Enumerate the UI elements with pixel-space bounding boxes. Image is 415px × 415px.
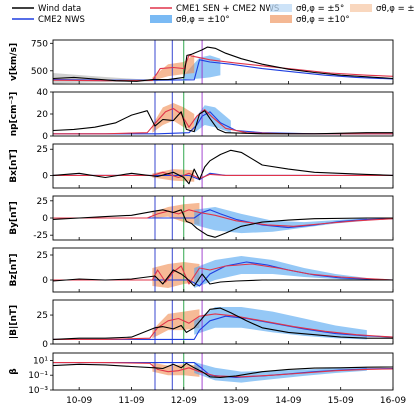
combined-series-line	[53, 209, 393, 227]
combined-series-line	[53, 54, 393, 82]
y-tick-label: 20	[37, 110, 49, 120]
cme2-series-line	[53, 261, 393, 287]
y-axis-label: β	[9, 368, 19, 375]
x-tick-label: 12-09	[171, 396, 197, 406]
y-axis-label: By[nT]	[9, 201, 19, 235]
combined-series-line	[53, 362, 393, 378]
y-tick-label: 40	[37, 88, 49, 98]
y-tick-label: -25	[33, 231, 48, 241]
plot-area	[53, 248, 393, 292]
plot-area	[53, 92, 393, 136]
uncertainty-band	[152, 202, 200, 225]
y-tick-label: 25	[37, 251, 48, 261]
x-tick-label: 14-09	[275, 396, 301, 406]
legend-label: Wind data	[38, 4, 81, 14]
legend-label: σθ,φ = ±5°	[296, 4, 344, 14]
y-tick-label: 0	[42, 132, 48, 142]
legend-label: σθ,φ = ±10°	[176, 15, 230, 25]
panel-frame	[52, 39, 394, 85]
wind-data-line	[53, 362, 393, 378]
panels: 500 750 v[km/s] 0 20 40 np[cm⁻³] 0 25 Bx[nT] -25 0 2…	[9, 39, 394, 396]
x-tick-label: 10-09	[66, 396, 92, 406]
uncertainty-band	[152, 362, 200, 377]
wind-data-line	[53, 110, 393, 135]
x-tick-label: 16-09	[380, 396, 406, 406]
y-tick-label: 10⁻¹	[28, 371, 48, 381]
legend-swatch	[270, 4, 292, 12]
y-tick-label: 10¹	[33, 356, 48, 366]
plot-area	[53, 353, 393, 390]
legend-swatch	[350, 4, 372, 12]
panel-frame	[52, 247, 394, 293]
y-tick-label: 0	[42, 171, 48, 181]
combined-series-line	[53, 313, 393, 340]
y-tick-label: 0	[42, 276, 48, 286]
panel: 0 20 40 np[cm⁻³]	[9, 88, 394, 142]
uncertainty-band	[194, 207, 367, 234]
legend-label: CME1 SEN + CME2 NWS	[176, 4, 279, 14]
x-axis: 10-09 11-09 12-09 13-09 14-09 15-09 16-09	[66, 396, 406, 406]
panel: 0 25 |B|[nT]	[9, 299, 394, 350]
combined-series-line	[53, 107, 393, 135]
wind-data-line	[53, 149, 393, 185]
uncertainty-band	[152, 309, 200, 339]
y-tick-label: 0	[42, 214, 48, 224]
plot-area	[53, 300, 393, 344]
panel: 500 750 v[km/s]	[9, 39, 394, 85]
legend-swatch	[150, 15, 172, 23]
wind-data-line	[53, 307, 393, 340]
legend-label: σθ,φ = ±5°	[376, 4, 415, 14]
combined-series-line	[53, 171, 393, 180]
legend-label: σθ,φ = ±10°	[296, 15, 350, 25]
plot-area	[53, 144, 393, 188]
panel-frame	[52, 299, 394, 345]
y-axis-label: Bx[nT]	[9, 149, 19, 182]
y-axis-label: np[cm⁻³]	[9, 92, 19, 136]
y-tick-label: 25	[37, 145, 48, 155]
wind-data-line	[53, 209, 393, 238]
y-tick-label: 25	[37, 311, 48, 321]
y-axis-label: v[km/s]	[9, 43, 19, 81]
x-tick-label: 11-09	[118, 396, 144, 406]
x-tick-label: 15-09	[328, 396, 354, 406]
y-tick-label: 750	[31, 39, 48, 49]
panel: 0 25 Bx[nT]	[9, 143, 394, 189]
x-tick-label: 13-09	[223, 396, 249, 406]
wind-data-line	[53, 269, 393, 287]
y-tick-label: 10⁻³	[28, 386, 48, 396]
panel: 0 25 Bz[nT]	[9, 247, 394, 293]
y-tick-label: 500	[31, 67, 48, 77]
plot-area	[53, 196, 393, 240]
legend-label: CME2 NWS	[38, 15, 85, 25]
y-axis-label: |B|[nT]	[9, 305, 19, 339]
panel-frame	[52, 143, 394, 189]
legend-swatch	[270, 15, 292, 23]
panel-frame	[52, 352, 394, 391]
panel: -25 0 25 By[nT]	[9, 195, 394, 241]
plot-area	[53, 40, 393, 84]
y-axis-label: Bz[nT]	[9, 254, 19, 287]
y-tick-label: 25	[37, 197, 48, 207]
cme2-series-line	[53, 315, 393, 340]
wind-data-line	[53, 46, 393, 82]
y-tick-label: 0	[42, 340, 48, 350]
panel: 10⁻³ 10⁻¹ 10¹ β	[9, 352, 394, 396]
combined-series-line	[53, 263, 393, 285]
